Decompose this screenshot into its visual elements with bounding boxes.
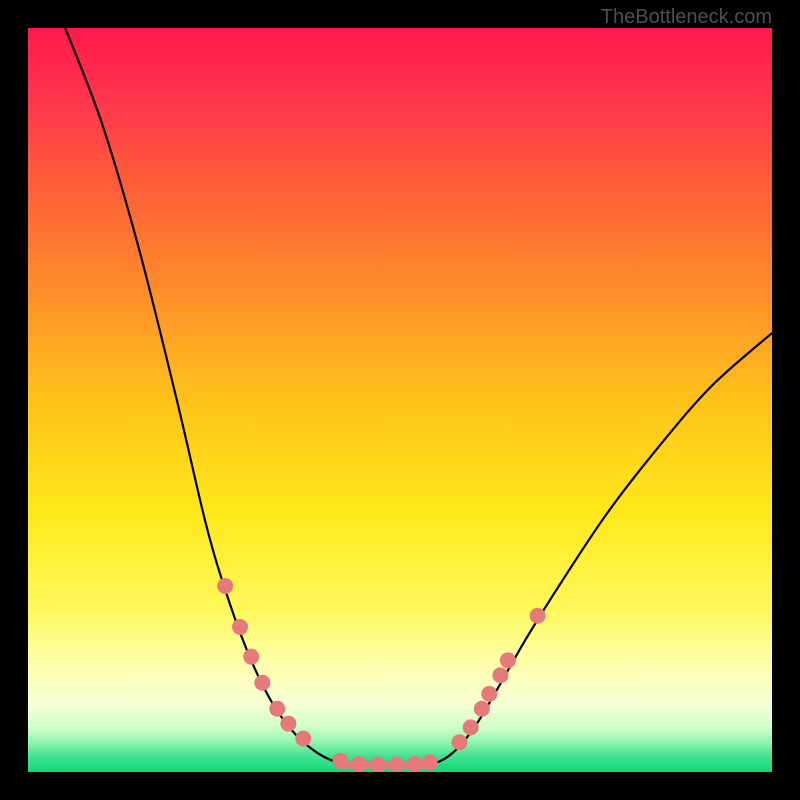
data-marker — [492, 667, 508, 683]
data-marker — [217, 578, 233, 594]
data-marker — [388, 757, 404, 772]
data-marker — [474, 701, 490, 717]
bottleneck-chart — [28, 28, 772, 772]
data-marker — [351, 756, 367, 772]
data-marker — [463, 719, 479, 735]
data-marker — [232, 619, 248, 635]
data-marker — [243, 649, 259, 665]
data-marker — [407, 756, 423, 772]
data-marker — [481, 686, 497, 702]
data-marker — [530, 608, 546, 624]
watermark-text: TheBottleneck.com — [601, 6, 772, 29]
data-marker — [332, 753, 348, 769]
data-marker — [422, 754, 438, 770]
chart-background — [28, 28, 772, 772]
data-marker — [370, 757, 386, 772]
data-marker — [254, 675, 270, 691]
data-marker — [280, 716, 296, 732]
data-marker — [295, 731, 311, 747]
data-marker — [500, 652, 516, 668]
data-marker — [452, 734, 468, 750]
data-marker — [269, 701, 285, 717]
